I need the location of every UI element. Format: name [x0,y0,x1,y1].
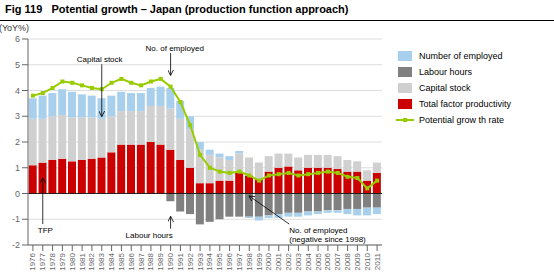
svg-text:1987: 1987 [137,252,146,270]
svg-text:1997: 1997 [235,252,244,270]
svg-text:1993: 1993 [196,252,205,270]
svg-text:1990: 1990 [166,252,175,270]
svg-text:1996: 1996 [225,252,234,270]
html-text:Total factor productivity: Total factor productivity [419,99,511,109]
svg-text:2003: 2003 [294,252,303,270]
svg-text:-2: -2 [12,240,20,250]
svg-text:3: 3 [15,111,20,121]
svg-text:1989: 1989 [156,252,165,270]
svg-text:6: 6 [15,34,20,44]
svg-text:1981: 1981 [78,252,87,270]
svg-text:2002: 2002 [284,252,293,270]
svg-text:1994: 1994 [205,252,214,270]
svg-text:2007: 2007 [333,252,342,270]
html-text:Capital stock: Capital stock [419,83,471,93]
svg-text:2006: 2006 [323,252,332,270]
svg-text:1977: 1977 [38,252,47,270]
svg-text:No. of employed: No. of employed [146,44,204,53]
svg-text:1982: 1982 [87,252,96,270]
svg-text:1980: 1980 [68,252,77,270]
svg-text:1986: 1986 [127,252,136,270]
svg-text:1988: 1988 [146,252,155,270]
svg-text:1976: 1976 [28,252,37,270]
svg-text:5: 5 [15,60,20,70]
svg-text:1978: 1978 [48,252,57,270]
svg-text:1984: 1984 [107,252,116,270]
svg-text:Labour hours: Labour hours [126,231,173,240]
svg-text:1991: 1991 [176,252,185,270]
html-text:Labour hours: Labour hours [419,67,472,77]
svg-text:4: 4 [15,86,20,96]
svg-text:1983: 1983 [97,252,106,270]
svg-text:2005: 2005 [314,252,323,270]
svg-text:0: 0 [15,189,20,199]
svg-text:TFP: TFP [38,226,53,235]
svg-text:1995: 1995 [215,252,224,270]
svg-text:2004: 2004 [304,252,313,270]
html-text:Fig 119 Potential growth – Jap: Fig 119 Potential growth – Japan (produc… [5,3,349,15]
svg-text:-1: -1 [12,214,20,224]
svg-text:1998: 1998 [245,252,254,270]
svg-text:2008: 2008 [343,252,352,270]
html-text:Number of employed: Number of employed [419,51,503,61]
svg-text:2010: 2010 [363,252,372,270]
svg-text:2000: 2000 [264,252,273,270]
svg-text:2: 2 [15,137,20,147]
svg-text:1979: 1979 [58,252,67,270]
svg-text:2001: 2001 [274,252,283,270]
svg-text:2011: 2011 [373,252,382,270]
svg-text:1992: 1992 [186,252,195,270]
svg-text:(YoY%): (YoY%) [8,23,29,33]
svg-text:No. of employed(negative since: No. of employed(negative since 1998) [289,226,366,244]
svg-text:1: 1 [15,163,20,173]
svg-text:Capital stock: Capital stock [77,55,124,64]
svg-text:1985: 1985 [117,252,126,270]
html-text:Potential grow th rate: Potential grow th rate [419,115,505,125]
svg-text:1999: 1999 [255,252,264,270]
svg-text:2009: 2009 [353,252,362,270]
